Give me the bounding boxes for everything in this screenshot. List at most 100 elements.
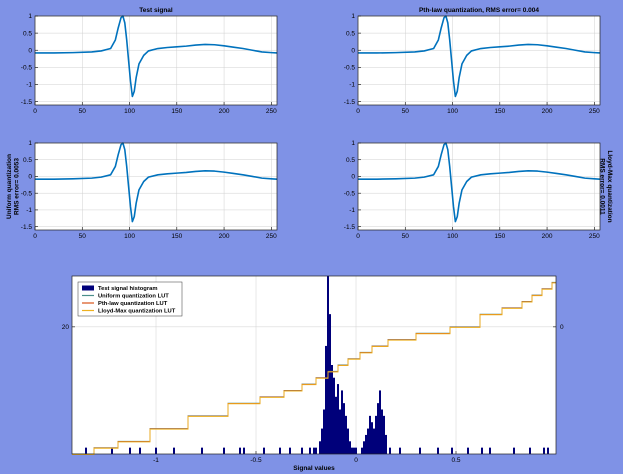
histogram-bar xyxy=(139,447,141,454)
panel-test-signal: 0 50 100 150 200 250 1 0.5 0 -0.5 -1 -1.5 Test signa… xyxy=(21,7,278,115)
histogram-bar xyxy=(351,447,353,454)
histogram-bar xyxy=(155,447,157,454)
x-tick-label: 150 xyxy=(171,233,182,240)
histogram-bar xyxy=(363,441,365,454)
histogram-bar xyxy=(371,422,373,454)
y-tick-label: -0.5 xyxy=(344,190,356,197)
x-tick-label: 50 xyxy=(402,108,410,115)
x-tick-label: 200 xyxy=(542,108,553,115)
y-tick-label: -1 xyxy=(26,207,32,214)
histogram-bar xyxy=(513,447,515,454)
y-tick-label: -1 xyxy=(26,82,32,89)
y-tick-label: 0.5 xyxy=(23,157,32,164)
legend: Test signal histogram Uniform quantizatio… xyxy=(77,281,183,317)
histogram-bar xyxy=(243,447,245,454)
legend-swatch-histogram xyxy=(82,285,94,291)
histogram-bar xyxy=(239,447,241,454)
histogram-bar xyxy=(481,447,483,454)
panel-histogram-lut: -1 -0.5 0 0.5 20 0 Signal values Test signal hi… xyxy=(62,275,564,472)
histogram-bar xyxy=(345,415,347,454)
histogram-bar xyxy=(329,314,331,454)
histogram-bar xyxy=(367,428,369,454)
histogram-bar xyxy=(325,345,327,454)
histogram-bar xyxy=(381,409,383,454)
panel-title: Pth-law quantization, RMS error= 0.004 xyxy=(419,7,539,14)
x-tick-label: 50 xyxy=(402,233,410,240)
signal-line xyxy=(35,15,278,98)
axes-box xyxy=(34,15,278,106)
y-tick-label: 0 xyxy=(351,47,355,54)
y-axis-label-line: RMS error= 0.0053 xyxy=(14,158,21,215)
y-tick-label: 1 xyxy=(351,140,355,147)
histogram-bar xyxy=(319,441,321,454)
panel-title: Test signal xyxy=(139,7,173,14)
histogram-bar xyxy=(385,434,387,454)
histogram-bar xyxy=(289,447,291,454)
y-tick-label: 0 xyxy=(28,174,32,181)
x-tick-label: 100 xyxy=(124,233,135,240)
histogram-bar xyxy=(309,447,311,454)
y-tick-label: 1 xyxy=(28,140,32,147)
x-tick-label: 250 xyxy=(589,108,600,115)
histogram-bar xyxy=(331,365,333,454)
histogram-bar xyxy=(369,415,371,454)
x-tick-label: 0 xyxy=(33,233,37,240)
histogram-bar xyxy=(353,447,355,454)
y-tick-label: 0.5 xyxy=(346,157,355,164)
histogram-bar xyxy=(263,447,265,454)
histogram-bar xyxy=(313,447,315,454)
y-tick-label: -0.5 xyxy=(21,65,33,72)
x-tick-label: 250 xyxy=(589,233,600,240)
panel-pth-law: 0 50 100 150 200 250 1 0.5 0 -0.5 -1 -1.5 Pth-law qu… xyxy=(344,7,601,115)
histogram-bar xyxy=(341,390,343,454)
histogram-bar xyxy=(85,447,87,454)
y-tick-label: -1.5 xyxy=(344,224,356,231)
axes-box xyxy=(357,142,601,231)
x-tick-label: 0 xyxy=(356,108,360,115)
histogram-bar xyxy=(377,403,379,454)
histogram-bar xyxy=(333,377,335,454)
histogram-bar xyxy=(543,447,545,454)
histogram-bar xyxy=(223,447,225,454)
histogram-bar xyxy=(343,403,345,454)
y-tick-label: -1.5 xyxy=(21,224,33,231)
plot-area xyxy=(358,16,600,105)
histogram-bar xyxy=(323,409,325,454)
histogram-bar xyxy=(437,447,439,454)
signal-line xyxy=(358,142,601,223)
histogram-bar xyxy=(419,447,421,454)
y-axis-label: Uniform quantizationRMS error= 0.0053 xyxy=(6,154,21,219)
histogram-bar xyxy=(339,409,341,454)
x-tick-label: 250 xyxy=(266,108,277,115)
histogram-bar xyxy=(489,447,491,454)
axes-box xyxy=(34,142,278,231)
x-tick-label: 50 xyxy=(79,108,87,115)
histogram-bar xyxy=(529,447,531,454)
y-tick-label: 0 xyxy=(351,174,355,181)
histogram-bar xyxy=(321,428,323,454)
x-tick-label: 150 xyxy=(494,108,505,115)
histogram-bar xyxy=(375,415,377,454)
x-tick-label: 50 xyxy=(79,233,87,240)
x-tick-label: 150 xyxy=(494,233,505,240)
histogram-bar xyxy=(111,447,113,454)
histogram-bar xyxy=(373,428,375,454)
panel-lloyd-max: 0 50 100 150 200 250 1 0.5 0 -0.5 -1 -1.5 Lloyd-Max … xyxy=(344,140,613,240)
x-tick-label: 0 xyxy=(354,457,358,464)
histogram-bar xyxy=(315,447,317,454)
y-axis-label-line: RMS error= 0.0011 xyxy=(599,158,606,215)
signal-line xyxy=(358,15,601,98)
histogram-bar xyxy=(399,447,401,454)
y-tick-label: -1 xyxy=(349,82,355,89)
histogram-bar xyxy=(379,390,381,454)
legend-entry: Pth-law quantization LUT xyxy=(98,301,168,307)
y-tick-label: -0.5 xyxy=(21,190,33,197)
histogram-bar xyxy=(335,396,337,454)
y-tick-label: -1.5 xyxy=(21,99,33,106)
lut-line-3 xyxy=(72,282,556,456)
histogram-bar xyxy=(279,447,281,454)
x-tick-label: 250 xyxy=(266,233,277,240)
histogram-bar xyxy=(347,428,349,454)
legend-entry: Lloyd-Max quantization LUT xyxy=(98,309,176,315)
